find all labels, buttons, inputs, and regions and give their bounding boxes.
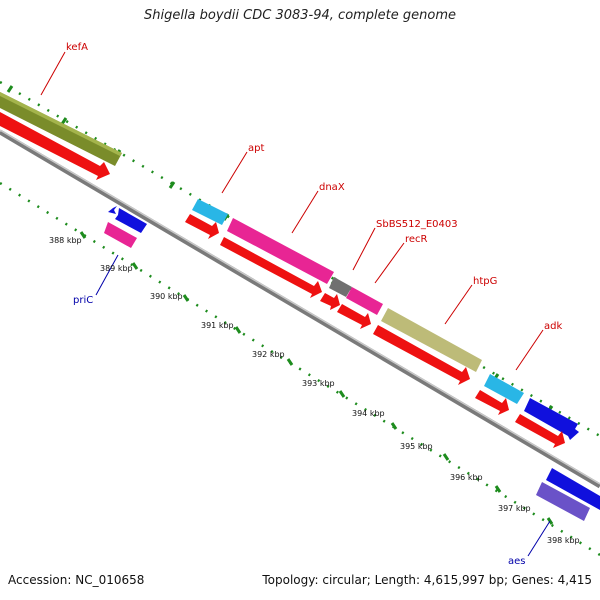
tick-388: 388 kbp — [49, 236, 82, 245]
forward-features — [0, 92, 579, 448]
cds-SbBS512_E0403 — [320, 293, 340, 310]
cds-recR — [337, 304, 371, 329]
label-kefA: kefA — [66, 42, 88, 53]
label-adk: adk — [544, 321, 562, 332]
cds-apt — [185, 214, 219, 239]
tick-395: 395 kbp — [400, 442, 433, 451]
gene-adk-bar — [484, 374, 524, 404]
accession-text: Accession: NC_010658 — [8, 573, 145, 587]
genome-backbone — [0, 129, 600, 489]
tick-394: 394 kbp — [352, 409, 385, 418]
label-priC: priC — [73, 295, 93, 306]
inner-tick-ring — [0, 181, 600, 557]
gene-recR-bar — [346, 287, 383, 315]
inner-major-ticks — [79, 231, 554, 525]
tick-396: 396 kbp — [450, 473, 483, 482]
label-dnaX: dnaX — [319, 182, 345, 193]
tick-390: 390 kbp — [150, 292, 183, 301]
cds-htpG — [373, 325, 470, 385]
tick-392: 392 kbp — [252, 350, 285, 359]
reverse-features — [104, 206, 600, 521]
scale-labels: 388 kbp 389 kbp 390 kbp 391 kbp 392 kbp … — [49, 236, 580, 545]
gene-htpG-bar — [381, 308, 482, 372]
tick-389: 389 kbp — [100, 264, 133, 273]
gene-kefA-highlight — [0, 92, 122, 156]
gene-priC-bar — [104, 222, 137, 248]
label-recR: recR — [405, 234, 428, 245]
gene-aes-bar — [536, 482, 590, 521]
gene-apt-bar — [192, 199, 228, 225]
gene-priC-arrow — [108, 206, 117, 214]
gene-blue-bar — [524, 398, 579, 440]
map-title: Shigella boydii CDC 3083-94, complete ge… — [143, 8, 457, 23]
label-apt: apt — [248, 143, 264, 154]
cds-adk — [475, 390, 509, 415]
gene-dnaX-bar — [227, 218, 334, 284]
genome-summary-text: Topology: circular; Length: 4,615,997 bp… — [262, 573, 592, 587]
label-SbBS512_E0403: SbBS512_E0403 — [376, 219, 458, 230]
gene-blue-small — [115, 208, 147, 233]
label-aes: aes — [508, 556, 526, 567]
label-htpG: htpG — [473, 276, 497, 287]
tick-391: 391 kbp — [201, 321, 234, 330]
cds-dnaX — [220, 237, 322, 298]
tick-393: 393 kbp — [302, 379, 335, 388]
gene-SbBS512_E0403-bar — [329, 277, 352, 297]
tick-397: 397 kbp — [498, 504, 531, 513]
cds-kefA — [0, 112, 110, 180]
gene-blue-right — [546, 468, 600, 510]
tick-398: 398 kbp — [547, 536, 580, 545]
cds-after-adk — [515, 414, 565, 448]
gene-labels: kefA apt dnaX SbBS512_E0403 recR htpG ad… — [40, 42, 562, 567]
